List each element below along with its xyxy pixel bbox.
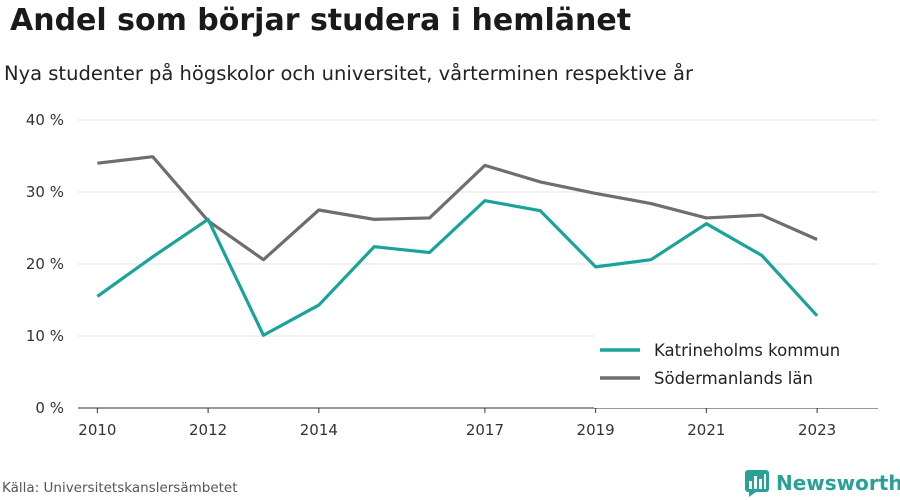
x-tick-label: 2019 — [577, 421, 615, 439]
x-tick-label: 2012 — [189, 421, 227, 439]
y-tick-label: 20 % — [26, 255, 64, 273]
newsworthy-logo-icon — [745, 470, 769, 497]
legend-box — [594, 330, 878, 408]
y-tick-label: 0 % — [35, 399, 64, 417]
newsworthy-logo: Newsworthy — [744, 468, 900, 498]
chart-title: Andel som börjar studera i hemlänet — [10, 3, 632, 38]
x-tick-label: 2014 — [300, 421, 338, 439]
x-tick-label: 2021 — [687, 421, 725, 439]
y-tick-label: 30 % — [26, 183, 64, 201]
chart-subtitle: Nya studenter på högskolor och universit… — [4, 62, 693, 85]
x-tick-label: 2023 — [798, 421, 836, 439]
x-tick-label: 2017 — [466, 421, 504, 439]
newsworthy-logo-text: Newsworthy — [776, 471, 900, 495]
legend-label: Katrineholms kommun — [654, 341, 840, 360]
y-tick-label: 40 % — [26, 111, 64, 129]
x-tick-label: 2010 — [78, 421, 116, 439]
source-note: Källa: Universitetskanslersämbetet — [2, 480, 238, 496]
series-line — [97, 155, 818, 262]
y-tick-label: 10 % — [26, 327, 64, 345]
series-line — [96, 199, 819, 337]
legend-label: Södermanlands län — [654, 369, 813, 388]
